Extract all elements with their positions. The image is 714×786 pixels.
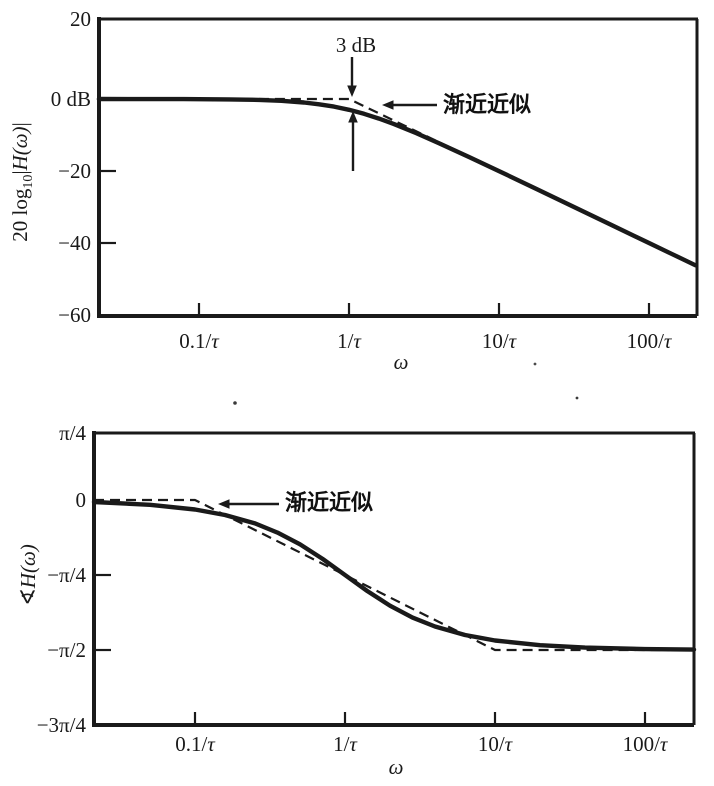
magnitude-ylabel: 20 log10|H(ω)| (8, 122, 36, 242)
y-tick-label: −60 (58, 303, 91, 327)
y-tick-label: −20 (58, 159, 91, 183)
actual-magnitude-response-curve (96, 96, 698, 268)
x-tick-label: 10/τ (478, 732, 514, 756)
x-tick-label: 100/τ (623, 732, 669, 756)
asymptotic-approximation-curve (94, 498, 694, 652)
phase-ylabel: ∢H(ω) (16, 544, 40, 606)
y-tick-label: −π/4 (47, 563, 86, 587)
y-tick-label: 20 (70, 7, 91, 31)
ink-speck (233, 401, 237, 405)
y-tick-label: 0 (76, 488, 87, 512)
y-tick-label: 0 dB (51, 87, 91, 111)
magnitude-annotations: 3 dB 渐近近似 (336, 33, 531, 171)
magnitude-xlabel: ω (394, 350, 409, 374)
phase-xlabel: ω (389, 755, 404, 779)
magnitude-plot: 0.1/τ 1/τ 10/τ 100/τ 20 0 dB −20 −40 −60 (51, 7, 699, 353)
phase-asymptote-label: 渐近近似 (285, 490, 373, 516)
x-tick-label: 1/τ (333, 732, 358, 756)
actual-phase-response-curve (91, 499, 697, 652)
y-tick-label: −3π/4 (37, 713, 87, 737)
y-tick-label: −π/2 (47, 638, 86, 662)
three-db-upper-arrowhead (347, 85, 357, 97)
x-tick-label: 100/τ (627, 329, 673, 353)
x-tick-label: 1/τ (337, 329, 362, 353)
magnitude-asymptote-label: 渐近近似 (443, 92, 531, 118)
magnitude-asymptote-arrowhead (382, 100, 394, 110)
y-tick-label: π/4 (59, 421, 86, 445)
phase-plot: 0.1/τ 1/τ 10/τ 100/τ π/4 0 −π/4 −π/2 −3π/4 (37, 421, 697, 756)
x-tick-label: 10/τ (482, 329, 518, 353)
x-tick-label: 0.1/τ (179, 329, 220, 353)
three-db-lower-arrowhead (348, 111, 358, 123)
ink-speck (575, 396, 579, 400)
three-db-label: 3 dB (336, 33, 376, 57)
y-tick-label: −40 (58, 231, 91, 255)
ink-speck (533, 362, 537, 366)
phase-annotations: 渐近近似 (218, 490, 373, 516)
x-tick-label: 0.1/τ (175, 732, 216, 756)
phase-asymptote-arrowhead (218, 499, 230, 509)
